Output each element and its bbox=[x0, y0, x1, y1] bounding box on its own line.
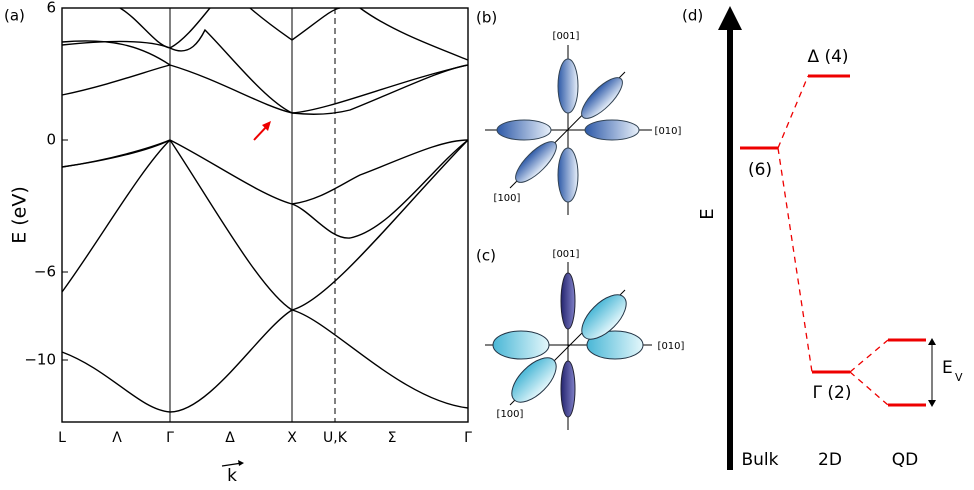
energy-diagram: (d) E Δ (4) (6) Γ (2) E V Bulk 2D QD bbox=[682, 6, 963, 470]
gap-label: E bbox=[942, 358, 953, 378]
vector-arrow-head bbox=[238, 460, 244, 466]
plot-frame bbox=[62, 8, 468, 422]
level-label: (6) bbox=[748, 160, 772, 180]
x-tick-label: L bbox=[58, 430, 66, 446]
y-tick-label: 6 bbox=[46, 0, 56, 17]
y-axis-label: E (eV) bbox=[9, 186, 31, 244]
axis-label: [100] bbox=[494, 193, 521, 204]
column-label: 2D bbox=[818, 450, 842, 470]
panel-label: (c) bbox=[476, 247, 496, 265]
y-axis-label: E bbox=[697, 208, 718, 219]
column-label: Bulk bbox=[741, 450, 778, 470]
axis-label: [100] bbox=[497, 409, 524, 420]
band-structure: (a) E (eV) k 6 0 −6 −10 L Λ Γ Δ X U,K Σ Γ bbox=[4, 0, 472, 486]
axis-label: [010] bbox=[655, 126, 682, 137]
axis-label: [010] bbox=[658, 341, 685, 352]
x-tick-label: Δ bbox=[225, 430, 235, 446]
x-tick-label: U,K bbox=[323, 430, 348, 446]
panel-label: (a) bbox=[4, 7, 25, 25]
x-tick-label: Γ bbox=[464, 430, 472, 446]
gap-subscript: V bbox=[955, 371, 963, 384]
panel-label: (d) bbox=[682, 7, 703, 25]
x-axis-label: k bbox=[227, 466, 237, 486]
axis-label: [001] bbox=[553, 249, 580, 260]
orbital-diagram: (b) [001] [010] [100] bbox=[476, 9, 682, 216]
level-label: Δ (4) bbox=[807, 47, 848, 67]
y-tick-label: 0 bbox=[46, 131, 56, 149]
y-tick-label: −10 bbox=[24, 351, 56, 369]
x-tick-label: Σ bbox=[388, 430, 397, 446]
y-tick-label: −6 bbox=[34, 263, 56, 281]
x-tick-label: X bbox=[287, 430, 297, 446]
figure: (a) E (eV) k 6 0 −6 −10 L Λ Γ Δ X U,K Σ Γ (b) [001]… bbox=[0, 0, 974, 490]
orbital-diagram: (c) [001] [010] [100] bbox=[476, 247, 685, 431]
x-tick-label: Γ bbox=[166, 430, 174, 446]
bands bbox=[62, 8, 468, 412]
x-tick-label: Λ bbox=[112, 430, 122, 446]
level-label: Γ (2) bbox=[813, 383, 852, 403]
column-label: QD bbox=[892, 450, 918, 470]
panel-label: (b) bbox=[476, 9, 497, 27]
axis-label: [001] bbox=[553, 31, 580, 42]
